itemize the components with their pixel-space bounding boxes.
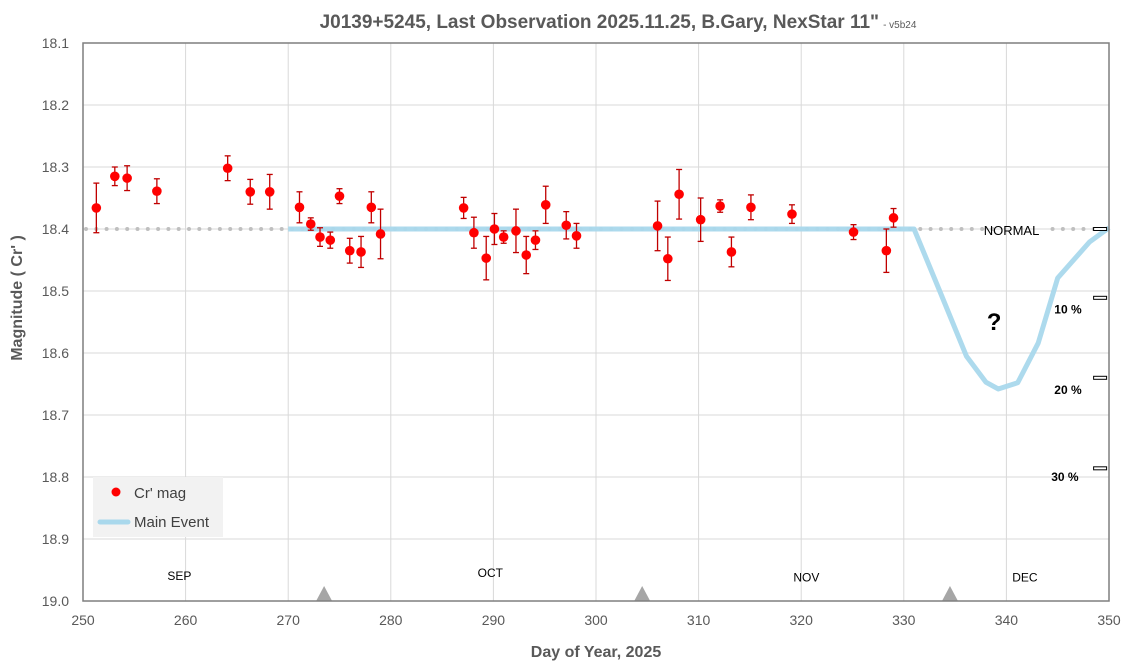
depth-marker [1093, 466, 1108, 471]
data-point [521, 250, 532, 260]
data-point [540, 200, 551, 210]
data-point [325, 235, 336, 245]
x-tick-label: 250 [71, 612, 95, 628]
data-point [264, 187, 275, 197]
data-point [110, 171, 120, 182]
data-point [848, 227, 859, 237]
data-point [695, 214, 706, 225]
data-point [746, 202, 756, 213]
data-point [469, 227, 479, 238]
data-point [315, 232, 325, 242]
legend-box [93, 477, 223, 537]
legend-marker-cr-mag [111, 487, 121, 497]
depth-marker [1093, 295, 1108, 300]
x-tick-label: 300 [584, 612, 608, 628]
plot-border [82, 42, 1110, 602]
y-tick-label: 18.6 [42, 345, 69, 361]
depth-percent-label: 30 % [1051, 470, 1079, 484]
y-tick-label: 18.5 [42, 283, 69, 299]
data-point [222, 163, 233, 174]
x-tick-label: 260 [174, 612, 198, 628]
x-tick-label: 270 [277, 612, 301, 628]
normal-label: NORMAL [984, 223, 1040, 238]
depth-marker [1093, 375, 1108, 380]
month-boundary-marker [941, 586, 958, 601]
month-boundary-marker [316, 586, 333, 601]
y-tick-label: 18.1 [42, 35, 69, 51]
y-tick-label: 18.7 [42, 407, 69, 423]
data-point [561, 220, 572, 231]
data-point [91, 203, 102, 213]
depth-percent-label: 20 % [1054, 383, 1082, 397]
x-axis-label: Day of Year, 2025 [531, 644, 662, 661]
data-point [481, 253, 492, 263]
data-point [366, 202, 377, 213]
legend-label-main-event: Main Event [134, 514, 210, 531]
x-tick-label: 330 [892, 612, 916, 628]
data-point [881, 245, 892, 256]
data-point [356, 247, 366, 257]
data-point [652, 221, 663, 231]
data-point [715, 201, 725, 211]
x-tick-label: 280 [379, 612, 403, 628]
main-event-layer [288, 225, 1111, 392]
data-point [489, 224, 500, 234]
question-mark-annotation: ? [987, 309, 1002, 336]
month-label: SEP [167, 569, 191, 583]
data-point [663, 253, 673, 264]
y-tick-label: 18.9 [42, 531, 69, 547]
y-tick-label: 18.4 [42, 221, 69, 237]
x-tick-label: 350 [1097, 612, 1121, 628]
x-tick-label: 320 [790, 612, 814, 628]
depth-percent-label: 10 % [1054, 303, 1082, 317]
data-point [122, 173, 132, 183]
data-point [245, 187, 256, 197]
x-tick-label: 340 [995, 612, 1019, 628]
data-point [458, 203, 469, 213]
data-point [888, 213, 899, 223]
data-point [674, 189, 684, 200]
legend: Cr' mag Main Event [93, 477, 223, 537]
y-tick-label: 18.2 [42, 97, 69, 113]
y-tick-label: 19.0 [42, 593, 69, 609]
month-boundary-marker [634, 586, 651, 601]
chart-title: J0139+5245, Last Observation 2025.11.25,… [320, 12, 917, 33]
month-label: OCT [478, 566, 504, 580]
data-point [344, 245, 355, 256]
data-point [726, 247, 737, 257]
y-axis-label: Magnitude ( Cr' ) [9, 235, 26, 361]
main-event-line [288, 225, 1111, 392]
y-tick-label: 18.3 [42, 159, 69, 175]
data-point [294, 202, 305, 213]
data-point [305, 219, 316, 229]
data-points-layer [91, 155, 899, 282]
annotations-layer: NORMAL? 10 % 20 % 30 % SEP OCT NOV DEC [167, 223, 1108, 601]
data-point [152, 186, 162, 196]
y-tick-label: 18.8 [42, 469, 69, 485]
data-point [571, 231, 582, 241]
data-point [787, 209, 797, 219]
legend-label-cr-mag: Cr' mag [134, 485, 186, 502]
axes-layer: 250 260 270 280 290 300 310 320 330 340 350 18.1 18.… [42, 35, 1121, 628]
x-tick-label: 290 [482, 612, 506, 628]
data-point [530, 235, 541, 245]
month-label: DEC [1012, 570, 1038, 584]
data-point [375, 229, 386, 239]
depth-marker [1093, 227, 1108, 231]
data-point [498, 232, 509, 242]
x-tick-label: 310 [687, 612, 711, 628]
data-point [334, 191, 345, 201]
data-point [511, 226, 521, 236]
month-label: NOV [793, 570, 819, 584]
